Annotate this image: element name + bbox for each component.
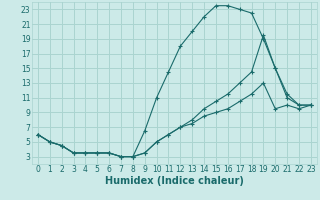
X-axis label: Humidex (Indice chaleur): Humidex (Indice chaleur) bbox=[105, 176, 244, 186]
